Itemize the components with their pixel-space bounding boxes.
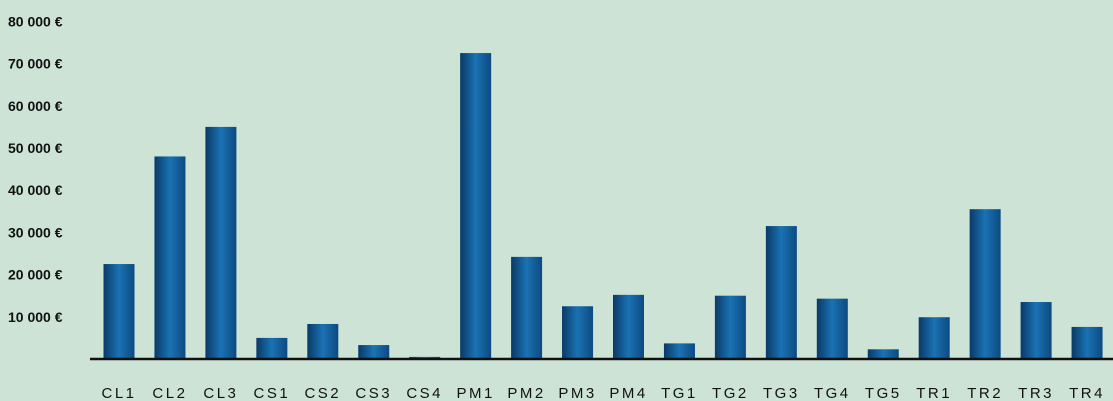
bar-tg1 — [663, 343, 695, 359]
x-tick-label: TG5 — [865, 385, 902, 401]
bar-tr1 — [918, 317, 950, 359]
bar-pm1 — [460, 53, 492, 360]
bar-pm3 — [562, 306, 594, 359]
bar-cs3 — [358, 345, 390, 359]
x-tick-label: CS2 — [304, 385, 341, 401]
x-tick-label: CL1 — [101, 385, 136, 401]
bar-tr3 — [1020, 302, 1052, 359]
y-tick-label: 40 000 € — [8, 182, 63, 198]
x-tick-label: PM4 — [609, 385, 647, 401]
x-tick-label: TR1 — [916, 385, 952, 401]
x-tick-label: CL3 — [203, 385, 238, 401]
y-tick-label: 70 000 € — [8, 56, 63, 72]
x-tick-label: TG1 — [661, 385, 698, 401]
y-tick-label: 80 000 € — [8, 13, 63, 29]
bar-cl2 — [154, 156, 186, 359]
x-tick-label: CS1 — [254, 385, 291, 401]
bar-cs2 — [307, 323, 339, 359]
x-tick-label: TG3 — [763, 385, 800, 401]
y-tick-label: 50 000 € — [8, 140, 63, 156]
x-tick-label: TR4 — [1069, 385, 1105, 401]
x-tick-label: CL2 — [152, 385, 187, 401]
bar-cs1 — [256, 337, 288, 359]
x-tick-label: TG4 — [814, 385, 851, 401]
x-tick-label: TR2 — [967, 385, 1003, 401]
y-tick-label: 60 000 € — [8, 98, 63, 114]
bar-tg3 — [765, 226, 797, 359]
bar-tg2 — [714, 295, 746, 359]
bars — [103, 53, 1103, 360]
x-tick-label: PM2 — [507, 385, 545, 401]
bar-tg4 — [816, 298, 848, 359]
y-axis-ticks: 10 000 € 20 000 € 30 000 € 40 000 € 50 000 €… — [8, 13, 63, 324]
bar-tr2 — [969, 209, 1001, 359]
y-tick-label: 30 000 € — [8, 224, 63, 240]
x-tick-label: CS3 — [355, 385, 392, 401]
x-tick-label: PM1 — [456, 385, 494, 401]
x-axis-ticks: CL1 CL2 CL3 CS1 CS2 CS3 CS4 PM1 PM2 PM3 PM4 TG1 TG2 T… — [101, 385, 1105, 401]
x-tick-label: TR3 — [1018, 385, 1054, 401]
x-tick-label: PM3 — [558, 385, 596, 401]
y-tick-label: 10 000 € — [8, 309, 63, 325]
bar-pm4 — [613, 294, 644, 359]
x-tick-label: TG2 — [712, 385, 749, 401]
bar-tr4 — [1071, 326, 1103, 359]
bar-tg5 — [867, 349, 899, 359]
y-tick-label: 20 000 € — [8, 267, 63, 283]
x-tick-label: CS4 — [406, 385, 443, 401]
bar-pm2 — [511, 256, 543, 359]
bar-cl1 — [103, 264, 135, 359]
bar-cl3 — [205, 126, 237, 360]
